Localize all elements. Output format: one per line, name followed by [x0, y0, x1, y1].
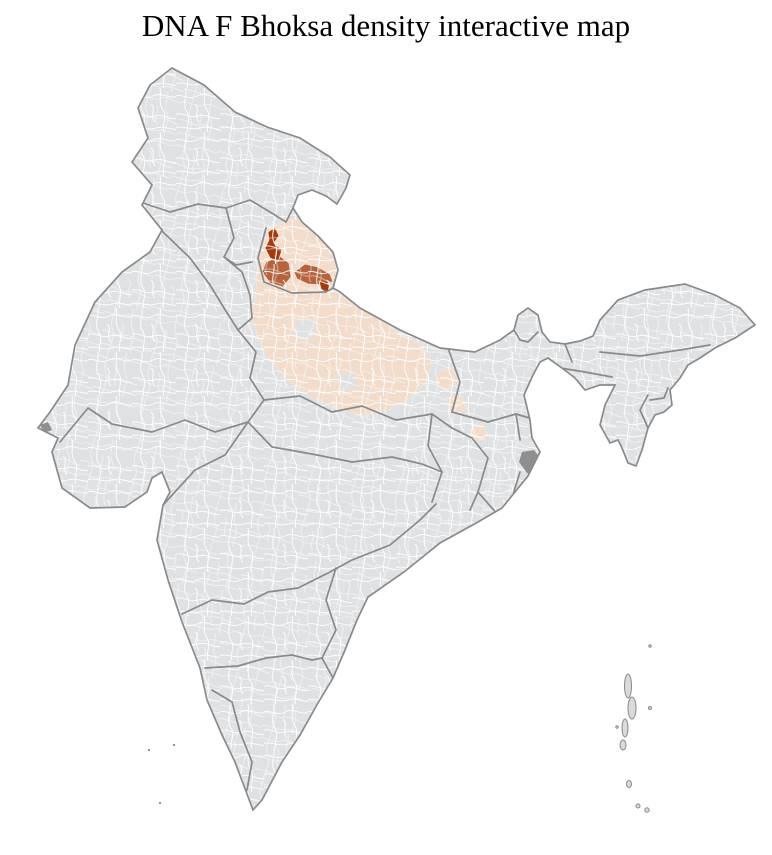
page-title: DNA F Bhoksa density interactive map — [141, 8, 631, 43]
andaman-nicobar-islands — [615, 644, 652, 813]
state-borders — [59, 199, 711, 791]
lakshadweep-islands — [147, 743, 176, 805]
